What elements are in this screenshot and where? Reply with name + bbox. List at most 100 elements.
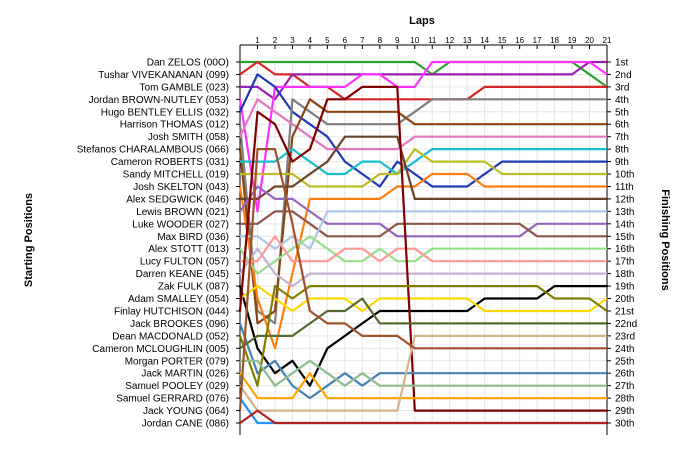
x-tick-label: 13: [463, 36, 472, 45]
series-lines: [238, 60, 609, 425]
driver-position-line: [238, 172, 609, 350]
x-tick-label: 7: [360, 36, 365, 45]
y-axis-right-label: Finishing Positions: [659, 189, 671, 290]
x-tick-label: 21: [603, 36, 612, 45]
finishing-position-label: 18th: [615, 269, 634, 280]
x-axis-ticks: 1 2 3 4 5 6 7 8 9 10 11 12 13 14 15 16 17 18 19 20 21: [239, 36, 612, 49]
starting-driver-label: Samuel POOLEY (029): [125, 381, 229, 392]
driver-position-line: [238, 98, 609, 151]
starting-driver-label: Lewis BROWN (021): [136, 207, 229, 218]
driver-position-line: [238, 235, 609, 263]
starting-driver-label: Harrison THOMAS (012): [120, 120, 229, 131]
starting-driver-label: Zak FULK (087): [158, 282, 229, 293]
x-tick-label: 19: [568, 36, 577, 45]
finishing-position-label: 3rd: [615, 82, 629, 93]
driver-position-line: [238, 98, 609, 325]
driver-position-line: [238, 372, 609, 400]
starting-driver-label: Josh SMITH (058): [148, 132, 229, 143]
finishing-position-label: 6th: [615, 120, 629, 131]
x-tick-label: 10: [410, 36, 419, 45]
starting-driver-label: Cameron ROBERTS (031): [111, 157, 229, 168]
x-tick-label: 2: [273, 36, 278, 45]
y-axis-left-label: Starting Positions: [23, 193, 35, 287]
starting-driver-label: Stefanos CHARALAMBOUS (066): [77, 145, 229, 156]
starting-driver-label: Josh SKELTON (043): [133, 182, 229, 193]
finishing-position-label: 13th: [615, 207, 634, 218]
finishing-position-label: 12th: [615, 194, 634, 205]
starting-driver-label: Adam SMALLEY (054): [128, 294, 229, 305]
x-tick-label: 8: [378, 36, 383, 45]
driver-position-line: [238, 185, 609, 238]
x-tick-label: 1: [255, 36, 260, 45]
finishing-position-label: 9th: [615, 157, 629, 168]
driver-position-line: [238, 247, 609, 288]
starting-driver-label: Dean MACDONALD (052): [112, 331, 229, 342]
driver-position-line: [238, 135, 609, 200]
driver-position-line: [238, 148, 609, 412]
finishing-position-label: 20th: [615, 294, 634, 305]
starting-driver-label: Max BIRD (036): [157, 232, 229, 243]
x-tick-label: 4: [308, 36, 313, 45]
starting-driver-label: Hugo BENTLEY ELLIS (032): [101, 107, 229, 118]
finishing-position-label: 14th: [615, 219, 634, 230]
finishing-position-label: 5th: [615, 107, 629, 118]
starting-driver-label: Dan ZELOS (00O): [147, 58, 229, 69]
finishing-position-label: 2nd: [615, 70, 632, 81]
driver-position-line: [238, 297, 609, 350]
starting-driver-label: Tom GAMBLE (023): [140, 82, 229, 93]
driver-position-line: [238, 98, 609, 325]
driver-position-line: [238, 334, 609, 412]
finishing-position-label: 1st: [615, 58, 629, 69]
x-tick-label: 3: [290, 36, 295, 45]
starting-driver-label: Jack YOUNG (064): [143, 406, 229, 417]
x-tick-label: 18: [550, 36, 559, 45]
driver-position-line: [238, 60, 609, 213]
finishing-position-label: 16th: [615, 244, 634, 255]
x-tick-label: 11: [428, 36, 437, 45]
finishing-position-label: 4th: [615, 95, 629, 106]
finishing-position-label: 8th: [615, 145, 629, 156]
starting-driver-label: Jack MARTIN (026): [141, 369, 229, 380]
finishing-position-label: 26th: [615, 369, 634, 380]
x-tick-label: 16: [515, 36, 524, 45]
starting-driver-label: Darren KEANE (045): [136, 269, 229, 280]
starting-driver-label: Lucy FULTON (057): [140, 257, 229, 268]
starting-driver-label: Alex SEDGWICK (046): [126, 194, 229, 205]
x-tick-label: 6: [343, 36, 348, 45]
starting-driver-label: Finlay HUTCHISON (044): [114, 306, 229, 317]
finishing-position-label: 22nd: [615, 319, 637, 330]
finishing-position-label: 17th: [615, 257, 634, 268]
chart-title: Laps: [409, 15, 435, 27]
starting-driver-label: Alex STOTT (013): [148, 244, 229, 255]
finishing-position-label: 10th: [615, 170, 634, 181]
starting-driver-label: Jordan CANE (086): [142, 419, 229, 430]
driver-position-line: [238, 210, 609, 238]
starting-driver-label: Morgan PORTER (079): [125, 356, 229, 367]
finishing-position-label: 27th: [615, 381, 634, 392]
driver-position-line: [238, 359, 609, 387]
finishing-position-label: 30th: [615, 419, 634, 430]
finishing-position-label: 29th: [615, 406, 634, 417]
x-tick-label: 17: [533, 36, 542, 45]
starting-driver-label: Cameron MCLOUGHLIN (005): [92, 344, 229, 355]
x-tick-label: 5: [325, 36, 330, 45]
driver-position-line: [238, 409, 609, 425]
x-tick-label: 12: [445, 36, 454, 45]
starting-driver-label: Tushar VIVEKANANAN (099): [98, 70, 229, 81]
driver-position-line: [238, 85, 609, 412]
starting-driver-label: Jordan BROWN-NUTLEY (053): [89, 95, 229, 106]
x-tick-label: 20: [585, 36, 594, 45]
starting-driver-label: Sandy MITCHELL (019): [123, 170, 229, 181]
driver-position-line: [238, 210, 609, 250]
x-tick-label: 15: [498, 36, 507, 45]
finishing-position-label: 19th: [615, 282, 634, 293]
finishing-position-label: 11th: [615, 182, 634, 193]
finishing-position-label: 21st: [615, 306, 634, 317]
driver-position-line: [238, 322, 609, 400]
finishing-position-label: 23rd: [615, 331, 635, 342]
finishing-position-label: 15th: [615, 232, 634, 243]
driver-position-line: [238, 285, 609, 387]
starting-driver-label: Luke WOODER (027): [132, 219, 229, 230]
